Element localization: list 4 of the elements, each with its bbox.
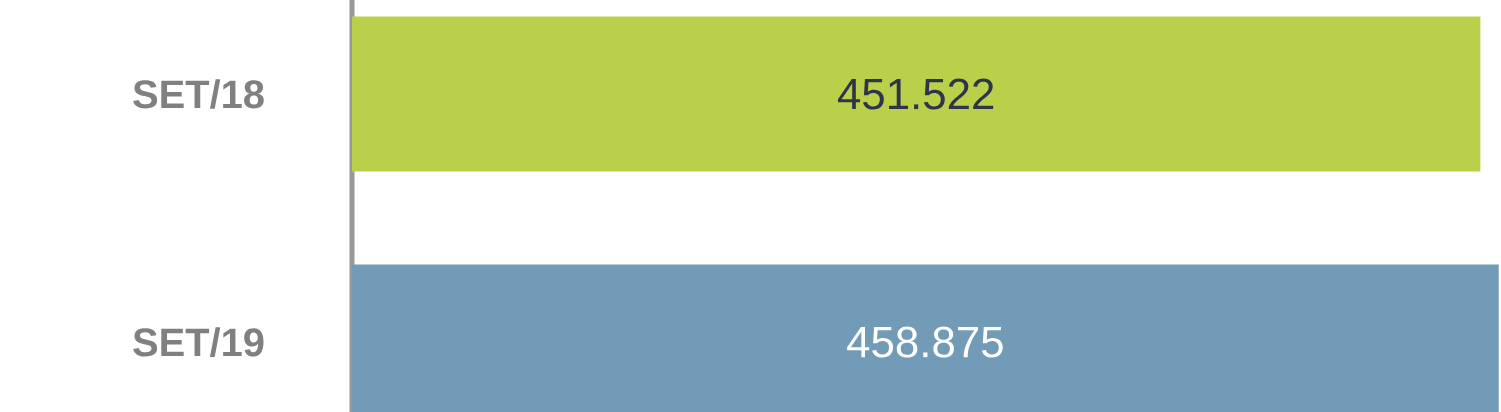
data-label: 458.875	[847, 326, 1003, 358]
y-tick-label: SET/19	[133, 327, 264, 357]
data-label: 451.522	[837, 78, 994, 110]
y-tick-label: SET/18	[133, 79, 264, 109]
